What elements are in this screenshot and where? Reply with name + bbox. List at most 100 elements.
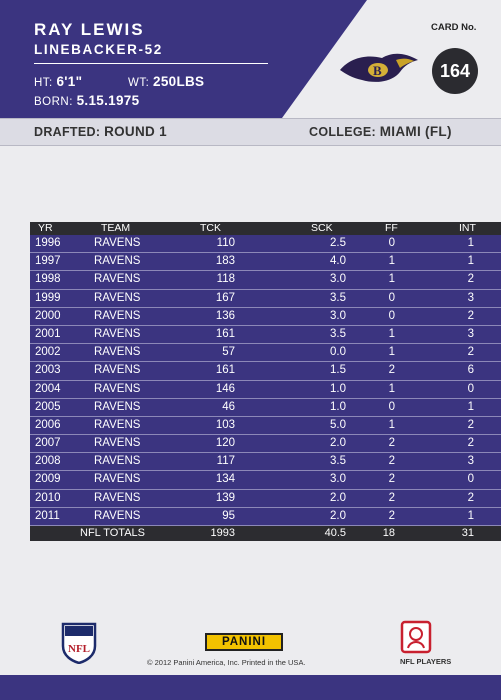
player-position: LINEBACKER-52 [34,42,163,57]
drafted-label: DRAFTED: [34,125,101,139]
stats-table: YR TEAM TCK SCK FF INT 1996 RAVENS 110 2.5 0… [30,222,501,541]
cell-yr: 2002 [35,346,61,359]
cell-int: 2 [467,437,474,450]
table-row: 2007 RAVENS 120 2.0 2 2 [30,435,501,454]
panini-logo: PANINI [205,633,283,651]
cell-yr: 2006 [35,418,61,431]
cell-tck: 183 [215,255,235,268]
cell-team: RAVENS [94,400,141,413]
cell-team: RAVENS [94,364,141,377]
cell-int: 6 [467,364,474,377]
cell-sck: 3.5 [330,291,346,304]
cell-int: 0 [467,473,474,486]
cell-int: 2 [467,273,474,286]
cell-team: RAVENS [94,455,141,468]
cell-ff: 2 [388,473,395,486]
cell-int: 3 [467,327,474,340]
cell-sck: 1.5 [330,364,346,377]
totals-row: NFL TOTALS 1993 40.5 18 31 [30,526,501,541]
cell-yr: 2009 [35,473,61,486]
cell-yr: 2010 [35,491,61,504]
cell-sck: 2.0 [330,437,346,450]
header-purple-panel [0,0,367,118]
cell-team: RAVENS [94,346,141,359]
cell-sck: 2.0 [330,509,346,522]
cell-ff: 0 [388,309,395,322]
cell-ff: 0 [388,237,395,249]
cell-yr: 2007 [35,437,61,450]
header-sck: SCK [311,222,333,234]
header-int: INT [459,222,476,234]
cell-yr: 2000 [35,309,61,322]
cell-tck: 95 [222,509,235,522]
cell-yr: 2001 [35,327,61,340]
totals-int: 31 [461,527,474,539]
weight-value: 250LBS [153,74,205,89]
cell-yr: 1999 [35,291,61,304]
table-row: 2003 RAVENS 161 1.5 2 6 [30,362,501,381]
cell-sck: 3.5 [330,327,346,340]
totals-sck: 40.5 [324,527,346,539]
cell-int: 2 [467,491,474,504]
table-row: 2004 RAVENS 146 1.0 1 0 [30,380,501,399]
cell-team: RAVENS [94,473,141,486]
cell-team: RAVENS [94,291,141,304]
cell-ff: 2 [388,491,395,504]
cell-team: RAVENS [94,437,141,450]
cell-team: RAVENS [94,509,141,522]
cell-int: 3 [467,455,474,468]
drafted-value: ROUND 1 [104,124,167,139]
table-row: 2000 RAVENS 136 3.0 0 2 [30,307,501,326]
draft-band [0,118,501,146]
cell-ff: 1 [388,346,395,359]
totals-tck: 1993 [210,527,235,539]
cell-tck: 146 [215,382,235,395]
cell-sck: 2.5 [330,237,346,249]
cell-yr: 1996 [35,237,61,249]
header-ff: FF [385,222,398,234]
cell-sck: 0.0 [330,346,346,359]
header-yr: YR [38,222,53,234]
cell-ff: 2 [388,509,395,522]
cell-tck: 139 [215,491,235,504]
cell-ff: 1 [388,273,395,286]
table-row: 2005 RAVENS 46 1.0 0 1 [30,398,501,417]
table-row: 1996 RAVENS 110 2.5 0 1 [30,235,501,254]
cell-int: 1 [467,509,474,522]
cell-sck: 4.0 [330,255,346,268]
cell-ff: 1 [388,382,395,395]
table-row: 2010 RAVENS 139 2.0 2 2 [30,489,501,508]
cell-sck: 1.0 [330,400,346,413]
table-row: 1999 RAVENS 167 3.5 0 3 [30,289,501,308]
cell-sck: 3.0 [330,473,346,486]
nfl-shield-icon: NFL [61,622,97,664]
totals-ff: 18 [382,527,395,539]
height-value: 6'1" [56,74,83,89]
svg-text:B: B [373,63,382,78]
table-row: 2002 RAVENS 57 0.0 1 2 [30,344,501,363]
player-name: RAY LEWIS [34,20,145,39]
cell-tck: 120 [215,437,235,450]
cell-yr: 2008 [35,455,61,468]
table-row: 1998 RAVENS 118 3.0 1 2 [30,271,501,290]
cell-tck: 134 [215,473,235,486]
nfl-players-label: NFL PLAYERS [400,657,452,666]
header-divider [34,63,268,64]
cell-int: 1 [467,400,474,413]
nfl-players-icon [400,620,432,654]
cell-sck: 1.0 [330,382,346,395]
cell-team: RAVENS [94,255,141,268]
weight-label: WT: [128,77,150,89]
card-number-badge: 164 [432,48,478,94]
cell-int: 2 [467,346,474,359]
cell-int: 1 [467,237,474,249]
cell-tck: 161 [215,327,235,340]
cell-tck: 103 [215,418,235,431]
cell-team: RAVENS [94,237,141,249]
cell-ff: 0 [388,291,395,304]
table-row: 2009 RAVENS 134 3.0 2 0 [30,471,501,490]
card-number-label: CARD No. [431,22,477,33]
cell-int: 2 [467,418,474,431]
cell-tck: 136 [215,309,235,322]
